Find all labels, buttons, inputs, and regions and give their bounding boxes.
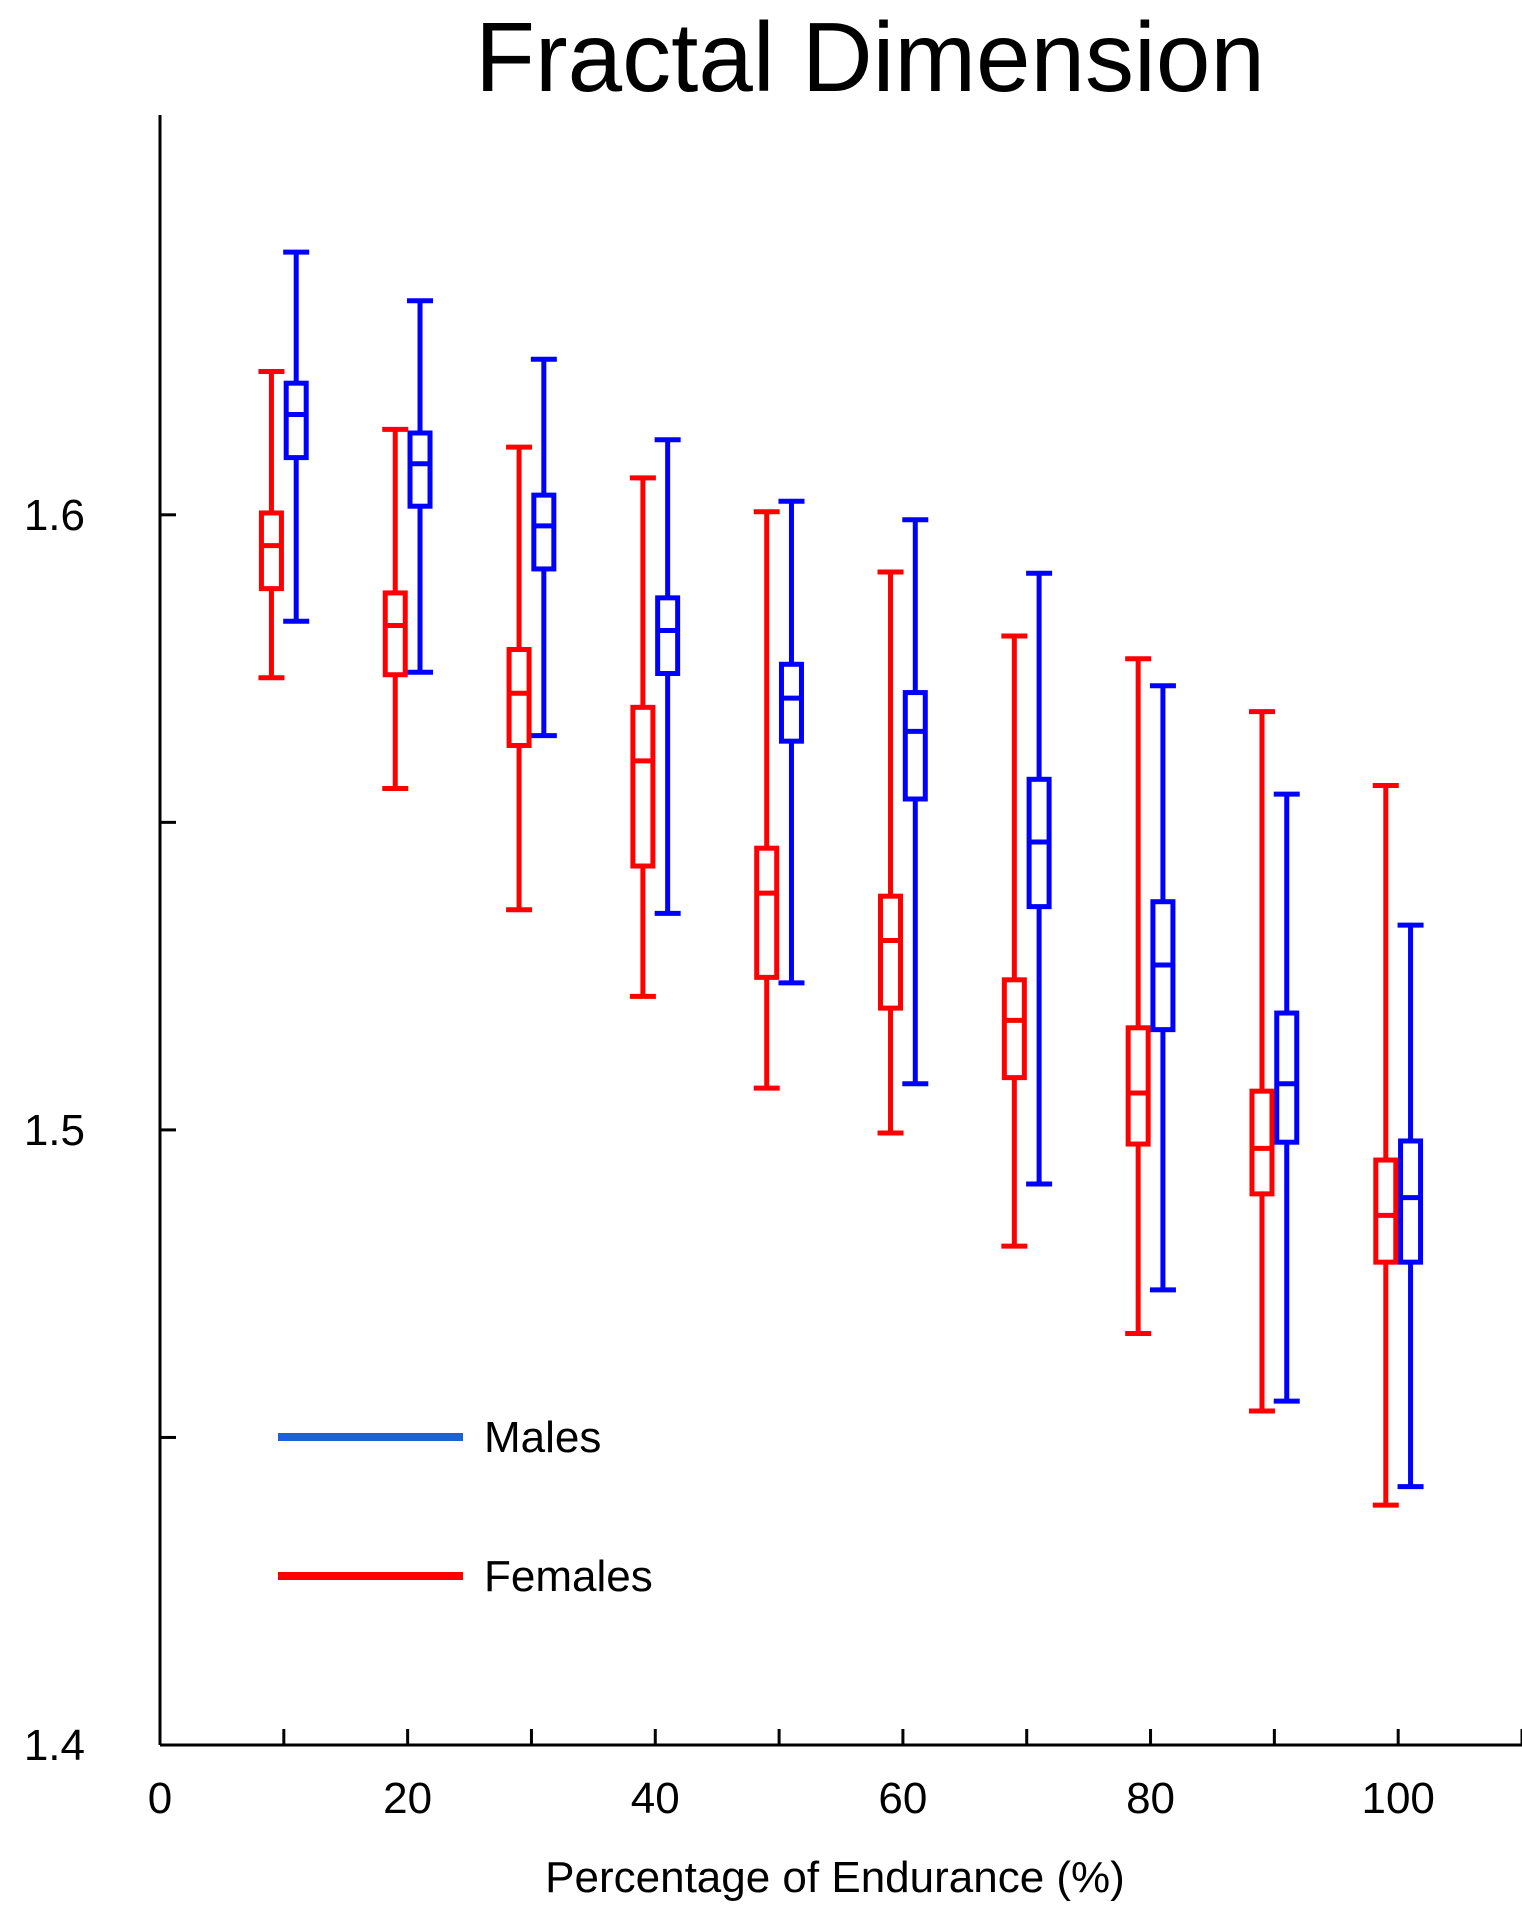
box-females-79 <box>1125 656 1152 1337</box>
box-males-51 <box>778 498 805 986</box>
box-females-19 <box>382 426 409 792</box>
box-iqr <box>1373 1157 1399 1265</box>
series-males <box>283 249 1424 1490</box>
box-iqr <box>754 845 780 980</box>
box-females-29 <box>506 444 533 913</box>
box-iqr <box>1249 1088 1275 1197</box>
box-iqr <box>531 492 557 572</box>
box-females-59 <box>877 569 904 1136</box>
box-males-91 <box>1273 791 1300 1404</box>
box-iqr <box>258 510 284 592</box>
box-iqr <box>1125 1025 1151 1147</box>
box-iqr <box>283 380 309 461</box>
box-females-99 <box>1372 782 1399 1508</box>
x-tick-label-20: 20 <box>383 1774 432 1823</box>
box-females-69 <box>1001 633 1028 1249</box>
chart-title: Fractal Dimension <box>475 2 1265 112</box>
box-iqr <box>407 430 433 509</box>
x-tick-label-60: 60 <box>878 1774 927 1823</box>
box-females-49 <box>753 509 780 1091</box>
box-females-9 <box>258 368 285 681</box>
box-iqr <box>778 661 804 744</box>
box-males-31 <box>530 356 557 739</box>
legend-item-females: Females <box>278 1552 653 1601</box>
y-tick-label-1.6: 1.6 <box>24 491 85 540</box>
box-females-89 <box>1248 709 1275 1414</box>
box-males-81 <box>1149 683 1176 1293</box>
y-tick-label-1.5: 1.5 <box>24 1106 85 1155</box>
x-tick-label-40: 40 <box>631 1774 680 1823</box>
axes <box>158 115 1522 1747</box>
box-males-11 <box>283 249 310 624</box>
box-iqr <box>902 690 928 802</box>
x-axis-label: Percentage of Endurance (%) <box>545 1853 1125 1902</box>
box-iqr <box>1001 977 1027 1081</box>
x-tick-label-0: 0 <box>148 1774 172 1823</box>
box-iqr <box>655 595 681 677</box>
box-males-101 <box>1397 922 1424 1490</box>
box-males-61 <box>902 517 929 1087</box>
box-iqr <box>630 704 656 869</box>
box-females-39 <box>629 475 656 999</box>
box-iqr <box>878 893 904 1011</box>
y-tick-label-1.4: 1.4 <box>24 1721 85 1770</box>
x-tick-label-80: 80 <box>1126 1774 1175 1823</box>
legend: Males Females <box>278 1413 653 1601</box>
box-males-71 <box>1026 570 1053 1187</box>
box-iqr <box>1398 1138 1424 1265</box>
legend-label-males: Males <box>484 1413 601 1462</box>
legend-item-males: Males <box>278 1413 601 1462</box>
box-males-21 <box>407 298 434 675</box>
x-tick-label-100: 100 <box>1361 1774 1434 1823</box>
box-iqr <box>382 590 408 678</box>
legend-label-females: Females <box>484 1552 653 1601</box>
box-iqr <box>1274 1010 1300 1145</box>
box-males-41 <box>654 437 681 916</box>
box-iqr <box>506 647 532 748</box>
series-females <box>258 368 1399 1508</box>
